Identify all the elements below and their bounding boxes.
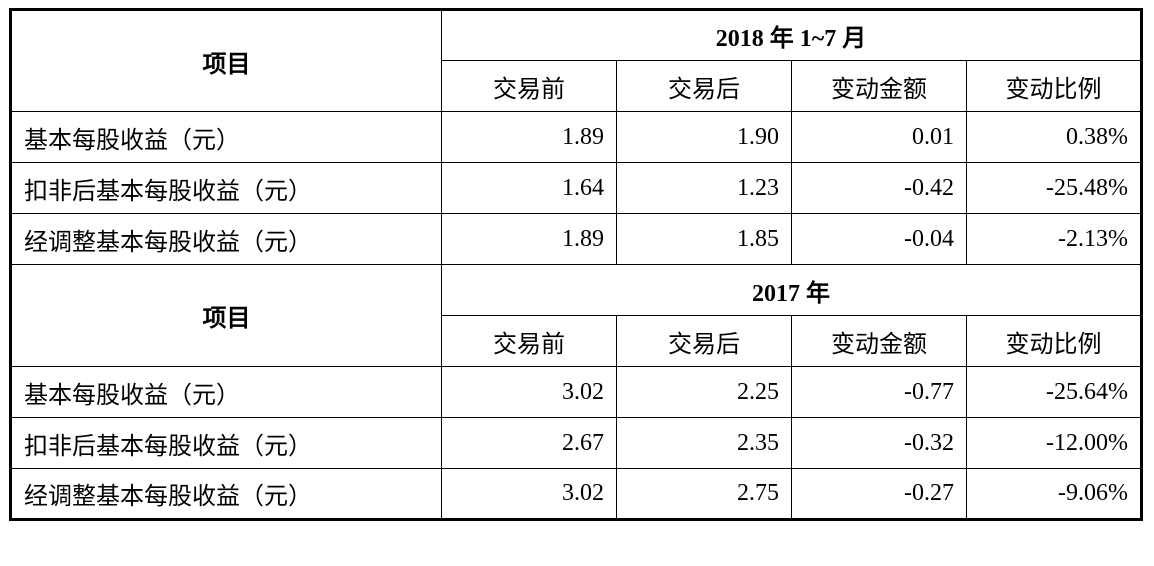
header-row: 项目 2017 年: [10, 264, 1142, 367]
cell: -25.48%: [966, 162, 1142, 214]
cell: 1.90: [616, 111, 792, 163]
data-row: 基本每股收益（元） 3.02 2.25 -0.77 -25.64%: [10, 366, 1142, 418]
period-header: 2017 年: [441, 264, 1142, 316]
cell: -25.64%: [966, 366, 1142, 418]
column-header: 变动金额: [791, 315, 967, 367]
cell: -12.00%: [966, 417, 1142, 469]
cell: 0.01: [791, 111, 967, 163]
cell: 2.35: [616, 417, 792, 469]
cell: 1.85: [616, 213, 792, 265]
row-label: 基本每股收益（元）: [10, 111, 442, 163]
cell: -9.06%: [966, 468, 1142, 520]
row-label: 经调整基本每股收益（元）: [10, 468, 442, 520]
cell: -0.77: [791, 366, 967, 418]
row-label: 基本每股收益（元）: [10, 366, 442, 418]
data-row: 经调整基本每股收益（元） 3.02 2.75 -0.27 -9.06%: [10, 468, 1142, 520]
cell: 1.64: [441, 162, 617, 214]
period-header: 2018 年 1~7 月: [441, 9, 1142, 61]
cell: -0.42: [791, 162, 967, 214]
column-header: 交易前: [441, 315, 617, 367]
cell: 2.67: [441, 417, 617, 469]
data-row: 扣非后基本每股收益（元） 1.64 1.23 -0.42 -25.48%: [10, 162, 1142, 214]
item-header: 项目: [10, 264, 442, 367]
column-header: 变动比例: [966, 315, 1142, 367]
table-container: 项目 2018 年 1~7 月交易前 交易后 变动金额 变动比例 基本每股收益（元） 1.8…: [9, 8, 1143, 521]
row-label: 扣非后基本每股收益（元）: [10, 417, 442, 469]
cell: 3.02: [441, 468, 617, 520]
header-row: 项目 2018 年 1~7 月: [10, 9, 1142, 112]
data-table: 项目 2018 年 1~7 月交易前 交易后 变动金额 变动比例 基本每股收益（元） 1.8…: [9, 8, 1143, 521]
cell: 1.23: [616, 162, 792, 214]
column-header: 交易后: [616, 60, 792, 112]
cell: 1.89: [441, 111, 617, 163]
column-header: 交易前: [441, 60, 617, 112]
data-row: 经调整基本每股收益（元） 1.89 1.85 -0.04 -2.13%: [10, 213, 1142, 265]
data-row: 基本每股收益（元） 1.89 1.90 0.01 0.38%: [10, 111, 1142, 163]
cell: -0.27: [791, 468, 967, 520]
column-header: 变动金额: [791, 60, 967, 112]
column-header: 交易后: [616, 315, 792, 367]
cell: 0.38%: [966, 111, 1142, 163]
row-label: 经调整基本每股收益（元）: [10, 213, 442, 265]
item-header: 项目: [10, 9, 442, 112]
column-header: 变动比例: [966, 60, 1142, 112]
cell: 3.02: [441, 366, 617, 418]
row-label: 扣非后基本每股收益（元）: [10, 162, 442, 214]
cell: -0.04: [791, 213, 967, 265]
cell: 1.89: [441, 213, 617, 265]
cell: 2.25: [616, 366, 792, 418]
data-row: 扣非后基本每股收益（元） 2.67 2.35 -0.32 -12.00%: [10, 417, 1142, 469]
cell: 2.75: [616, 468, 792, 520]
cell: -2.13%: [966, 213, 1142, 265]
cell: -0.32: [791, 417, 967, 469]
